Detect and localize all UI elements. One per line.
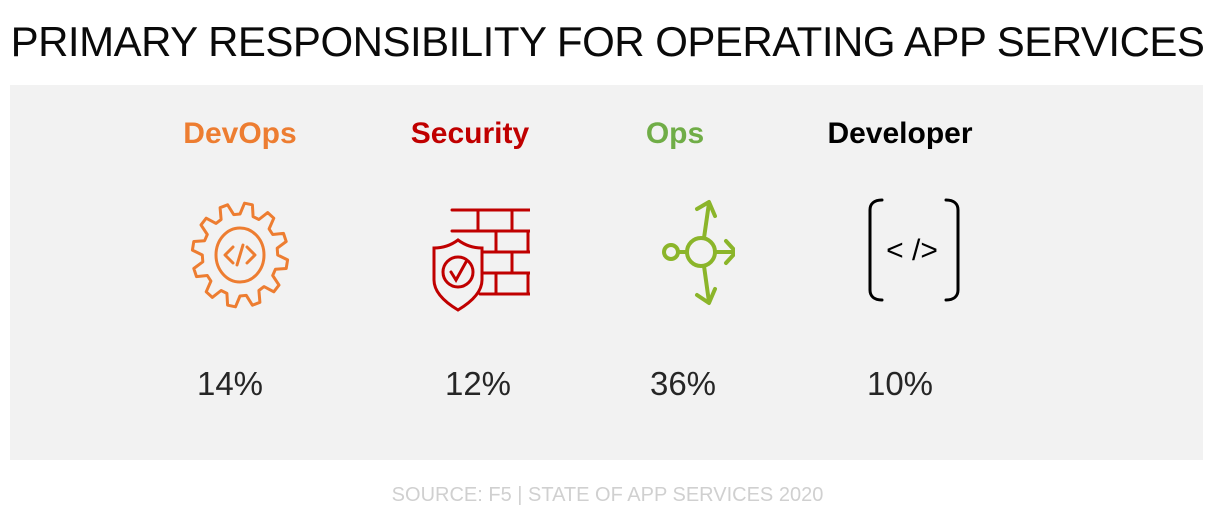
stat-percent: 10% — [866, 365, 934, 402]
gear-code-icon — [190, 201, 290, 309]
code-brackets-icon: < /> — [868, 198, 960, 302]
stat-percent: 36% — [649, 365, 717, 402]
source-caption: SOURCE: F5 | STATE OF APP SERVICES 2020 — [391, 484, 824, 506]
stat-percent: 12% — [444, 365, 512, 402]
stats-panel: DevOps 14% Security — [10, 85, 1203, 460]
stat-label: DevOps — [183, 117, 297, 150]
stat-label: Ops — [645, 117, 705, 150]
page-title: PRIMARY RESPONSIBILITY FOR OPERATING APP… — [10, 18, 1205, 65]
shield-firewall-icon — [432, 208, 530, 312]
branch-arrows-icon — [662, 200, 735, 305]
stat-percent: 14% — [196, 365, 264, 402]
stat-label: Security — [410, 117, 530, 150]
stat-label: Developer — [827, 117, 973, 150]
svg-text:< />: < /> — [886, 234, 938, 267]
